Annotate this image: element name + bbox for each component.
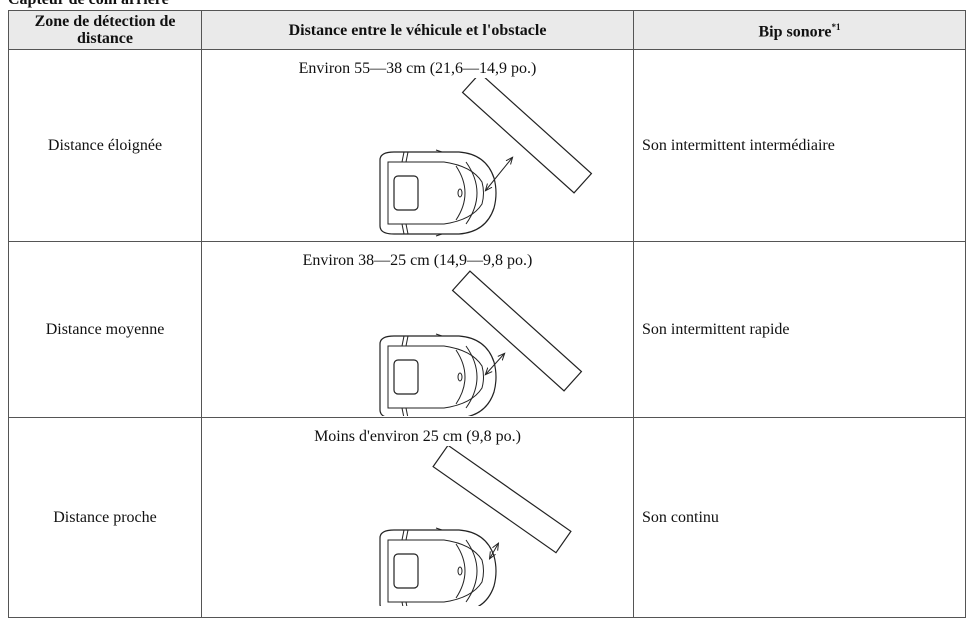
distance-cell: Environ 38—25 cm (14,9—9,8 po.) [201, 241, 634, 418]
header-row: Zone de détection de distance Distance e… [8, 10, 966, 50]
section-title: Capteur de coin arrière [8, 0, 169, 9]
beep: Son intermittent rapide [633, 241, 966, 418]
beep: Son intermittent intermédiaire [633, 49, 966, 242]
diagram [379, 78, 593, 237]
header-cell: Distance entre le véhicule et l'obstacle [201, 10, 634, 50]
header-cell: Zone de détection de distance [8, 10, 202, 50]
distance: Environ 55—38 cm (21,6—14,9 po.) [298, 60, 537, 77]
row: Distance éloignée Environ 55—38 cm (21,6… [8, 49, 966, 242]
distance-cell: Environ 55—38 cm (21,6—14,9 po.) [201, 49, 634, 242]
zone: Distance moyenne [8, 241, 202, 418]
row: Distance moyenne Environ 38—25 cm (14,9—… [8, 241, 966, 418]
diagram [379, 446, 572, 606]
table: Zone de détection de distance Distance e… [8, 10, 966, 618]
footnote-ref: *1 [831, 22, 841, 33]
beep: Son continu [633, 417, 966, 618]
diagram [379, 270, 583, 416]
row: Distance proche Moins d'environ 25 cm (9… [8, 417, 966, 618]
zone: Distance éloignée [8, 49, 202, 242]
zone: Distance proche [8, 417, 202, 618]
header-text: Bip sonore [758, 23, 832, 41]
distance: Environ 38—25 cm (14,9—9,8 po.) [302, 252, 533, 269]
distance: Moins d'environ 25 cm (9,8 po.) [314, 428, 521, 445]
distance-cell: Moins d'environ 25 cm (9,8 po.) [201, 417, 634, 618]
header-cell: Bip sonore*1 [633, 10, 966, 50]
